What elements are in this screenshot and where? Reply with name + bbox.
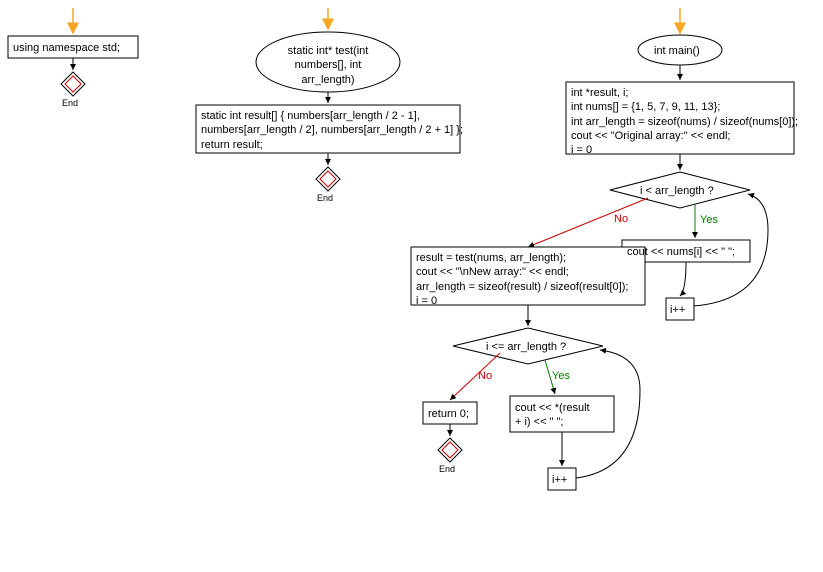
end-node-2	[316, 167, 340, 191]
edge-cout-to-ipp	[680, 262, 686, 296]
end-node-1	[61, 72, 85, 96]
text-int-main: int main()	[654, 44, 700, 58]
label-d2-yes: Yes	[552, 370, 570, 382]
text-using-namespace: using namespace std;	[13, 41, 120, 55]
text-end-3: End	[439, 464, 455, 476]
label-d2-no: No	[478, 370, 492, 382]
label-d1-yes: Yes	[700, 214, 718, 226]
text-cout-nums: cout << nums[i] << " ";	[627, 245, 735, 259]
label-d1-no: No	[614, 213, 628, 225]
text-end-2: End	[317, 193, 333, 205]
end-node-3	[438, 438, 462, 462]
text-ipp1: i++	[670, 303, 685, 317]
text-decision1: i < arr_length ?	[640, 184, 714, 198]
edge-d2-no	[450, 353, 500, 400]
text-end-1: End	[62, 98, 78, 110]
text-cout-result: cout << *(result + i) << " ";	[515, 401, 590, 430]
text-static-result: static int result[] { numbers[arr_length…	[201, 109, 463, 152]
text-ipp2: i++	[552, 473, 567, 487]
text-test-func: static int* test(int numbers[], int arr_…	[280, 44, 376, 87]
text-result-test: result = test(nums, arr_length); cout <<…	[416, 251, 628, 308]
text-return-0: return 0;	[428, 407, 469, 421]
text-main-init: int *result, i; int nums[] = {1, 5, 7, 9…	[571, 86, 798, 157]
text-decision2: i <= arr_length ?	[486, 340, 566, 354]
